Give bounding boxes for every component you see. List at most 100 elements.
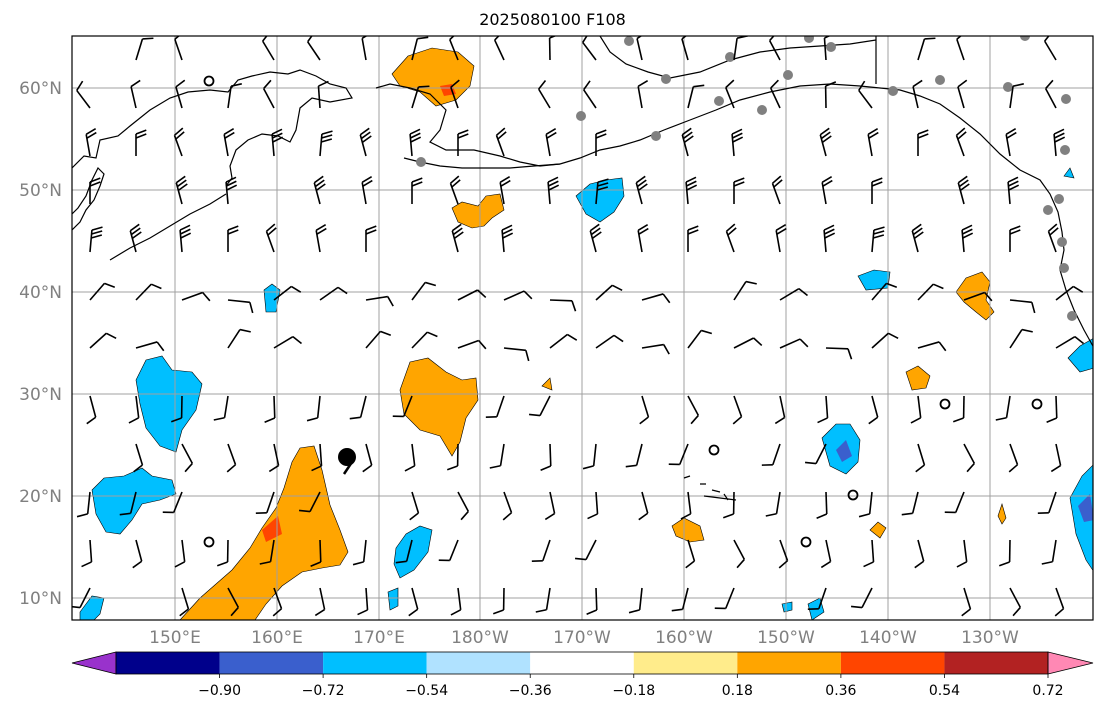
wind-barb bbox=[404, 443, 416, 472]
wind-barb bbox=[824, 81, 837, 109]
wind-barb bbox=[639, 395, 650, 425]
strong-negative-patch bbox=[836, 440, 852, 462]
wind-barb bbox=[499, 176, 511, 205]
wind-barb bbox=[365, 295, 394, 307]
wind-barb bbox=[681, 127, 694, 157]
wind-barb bbox=[547, 176, 560, 205]
negative-anomaly-region bbox=[135, 355, 203, 453]
wind-barb bbox=[687, 329, 713, 349]
wind-barb bbox=[540, 443, 552, 471]
wind-barb bbox=[823, 224, 836, 253]
wind-barb bbox=[901, 491, 919, 516]
wind-barb bbox=[963, 291, 993, 302]
colorbar-lower-extension bbox=[71, 651, 117, 675]
wind-barb bbox=[411, 177, 423, 204]
wind-barb bbox=[489, 443, 505, 469]
wind-barb bbox=[227, 587, 240, 617]
colorbar-segment bbox=[530, 652, 634, 674]
wind-barb bbox=[76, 80, 91, 109]
station-dot bbox=[661, 74, 671, 84]
wind-barb bbox=[449, 175, 461, 205]
graticule bbox=[72, 36, 1093, 620]
wind-barb bbox=[952, 395, 965, 423]
wind-barb bbox=[89, 226, 103, 253]
wind-barb bbox=[995, 395, 1011, 421]
station-dot bbox=[1054, 194, 1064, 204]
wind-barb bbox=[365, 330, 392, 349]
negative-anomaly-region bbox=[79, 595, 105, 620]
wind-barb bbox=[1008, 443, 1019, 473]
wind-barb bbox=[457, 339, 487, 350]
wind-barb bbox=[130, 79, 141, 109]
wind-barb bbox=[911, 223, 924, 253]
latitude-label: 40°N bbox=[19, 283, 62, 303]
colorbar-tick-label: 0.72 bbox=[1032, 683, 1063, 699]
positive-anomaly-region bbox=[905, 365, 931, 391]
wind-barb bbox=[587, 491, 599, 520]
wind-barb bbox=[537, 80, 551, 109]
wind-barb bbox=[779, 338, 809, 349]
strong-negative-patch bbox=[1078, 494, 1093, 522]
wind-barb bbox=[503, 290, 533, 301]
wind-barb bbox=[625, 443, 643, 468]
wind-barb bbox=[175, 79, 186, 109]
wind-barb bbox=[503, 347, 530, 362]
wind-barb bbox=[535, 587, 551, 613]
colorbar-upper-extension bbox=[1047, 651, 1094, 675]
station-dot bbox=[651, 131, 661, 141]
wind-barb bbox=[531, 539, 551, 562]
wind-barb bbox=[255, 491, 275, 514]
wind-barb bbox=[963, 443, 976, 473]
wind-barb bbox=[271, 128, 284, 157]
negative-anomaly-region bbox=[575, 177, 625, 223]
wind-barb bbox=[917, 283, 944, 301]
wind-barb bbox=[265, 223, 277, 253]
wind-barb bbox=[961, 587, 972, 617]
colorbar: −0.90 −0.72 −0.54 −0.36 −0.18 0.18 0.36 0.54 0.7… bbox=[71, 651, 1094, 699]
calm-circle bbox=[847, 489, 859, 501]
longitude-label: 150°E bbox=[149, 628, 201, 648]
wind-barb bbox=[81, 539, 93, 568]
calm-circle bbox=[939, 398, 951, 410]
wind-barb bbox=[725, 223, 737, 253]
wind-barb bbox=[1055, 335, 1084, 349]
station-dot bbox=[757, 105, 767, 115]
station-markers bbox=[416, 36, 1077, 321]
wind-barb bbox=[586, 587, 598, 615]
wind-barb bbox=[582, 36, 597, 61]
negative-anomaly-region bbox=[1063, 167, 1075, 179]
wind-barb bbox=[687, 225, 699, 252]
wind-barb bbox=[411, 85, 430, 109]
colorbar-tick-label: 0.54 bbox=[929, 683, 960, 699]
wind-barb bbox=[409, 491, 420, 521]
wind-barb bbox=[956, 539, 968, 568]
wind-barb bbox=[685, 176, 698, 205]
wind-barb bbox=[998, 539, 1011, 567]
alaska-coast bbox=[375, 83, 1093, 348]
wind-barb bbox=[1043, 36, 1057, 61]
wind-barb bbox=[1009, 299, 1036, 314]
wind-barb bbox=[319, 286, 348, 301]
station-dot bbox=[1020, 36, 1030, 41]
longitude-label: 150°W bbox=[757, 628, 815, 648]
wind-barb bbox=[778, 539, 789, 569]
wind-barb bbox=[914, 539, 925, 569]
wind-barb bbox=[1007, 176, 1020, 205]
wind-barb bbox=[589, 223, 602, 253]
negative-anomaly-region bbox=[263, 283, 281, 313]
wind-barb bbox=[680, 491, 692, 520]
wind-barb bbox=[135, 37, 154, 61]
positive-anomaly-region bbox=[869, 521, 887, 539]
wind-barb bbox=[871, 226, 885, 253]
station-dot bbox=[1059, 263, 1069, 273]
positive-anomaly-region bbox=[541, 377, 553, 391]
colorbar-segment bbox=[633, 652, 738, 674]
wind-barb bbox=[685, 539, 696, 569]
wind-barb bbox=[628, 587, 643, 614]
colorbar-tick-label: −0.72 bbox=[302, 683, 345, 699]
wind-barb bbox=[595, 129, 607, 156]
wind-barb bbox=[917, 129, 929, 156]
wind-barb bbox=[871, 177, 883, 204]
wind-barb bbox=[162, 491, 183, 514]
